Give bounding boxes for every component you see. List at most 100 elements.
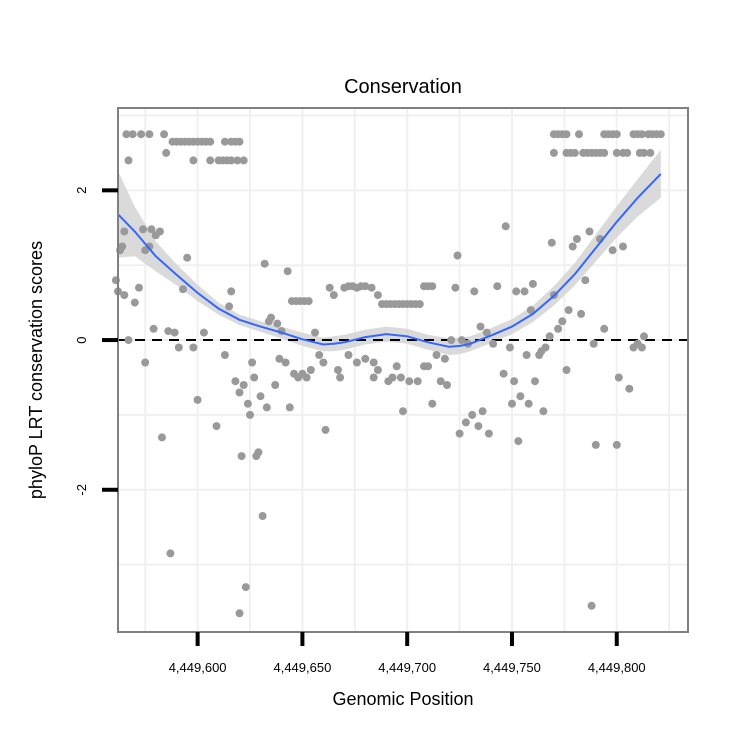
data-point — [267, 313, 275, 322]
data-point — [235, 388, 244, 397]
data-point — [564, 306, 573, 315]
data-point — [478, 407, 487, 416]
data-point — [640, 332, 648, 341]
data-point — [334, 366, 342, 374]
data-point — [510, 377, 519, 386]
data-point — [361, 282, 370, 291]
data-point — [262, 403, 271, 412]
data-point — [541, 343, 550, 352]
data-point — [273, 319, 282, 328]
data-point — [396, 373, 405, 382]
data-point — [254, 448, 263, 457]
data-point — [489, 339, 498, 348]
data-point — [315, 351, 324, 359]
data-point — [352, 358, 361, 367]
data-point — [572, 235, 581, 243]
data-point — [124, 336, 133, 345]
data-point — [531, 377, 539, 386]
data-point — [554, 324, 563, 333]
data-point — [329, 291, 338, 300]
data-point — [369, 358, 378, 367]
data-point — [470, 287, 479, 296]
data-point — [545, 332, 554, 341]
data-point — [493, 282, 502, 291]
data-point — [637, 343, 646, 352]
data-point — [614, 373, 623, 382]
data-point — [302, 373, 311, 382]
data-point — [568, 242, 577, 251]
data-point — [225, 302, 234, 311]
data-point — [575, 130, 583, 139]
x-axis-label: Genomic Position — [332, 689, 473, 709]
data-point — [141, 358, 150, 367]
data-point — [155, 227, 164, 236]
data-point — [612, 130, 621, 139]
data-point — [271, 381, 280, 389]
data-point — [424, 362, 433, 371]
data-point — [522, 351, 531, 359]
data-point — [227, 287, 236, 296]
data-point — [373, 366, 382, 374]
data-point — [608, 246, 617, 255]
data-point — [248, 358, 257, 367]
smooth-line-group — [117, 173, 662, 348]
data-point — [562, 366, 571, 374]
x-tick-label: 4,449,700 — [378, 660, 436, 675]
data-point — [612, 148, 621, 157]
data-point — [428, 399, 437, 408]
data-point — [199, 328, 208, 337]
data-point — [189, 343, 198, 352]
data-point — [524, 399, 533, 408]
data-point — [220, 137, 229, 146]
data-point — [137, 130, 146, 139]
plot-frame — [117, 107, 689, 633]
data-point — [227, 156, 236, 165]
data-point — [174, 343, 183, 352]
data-point — [505, 343, 514, 352]
data-point — [539, 407, 548, 416]
data-point — [455, 429, 464, 438]
data-point — [619, 242, 627, 251]
y-axis: 2 0 -2 — [74, 187, 118, 496]
data-point — [499, 369, 508, 378]
data-point — [235, 609, 244, 618]
data-point — [484, 429, 493, 438]
data-point — [558, 317, 567, 326]
data-point — [501, 222, 510, 231]
data-point — [600, 148, 609, 157]
data-point — [118, 242, 127, 251]
data-point — [581, 276, 590, 285]
data-point — [122, 130, 131, 139]
data-point — [570, 148, 579, 157]
data-point — [285, 403, 294, 412]
data-point — [166, 549, 175, 558]
data-point — [193, 395, 202, 404]
y-axis-label: phyloP LRT conservation scores — [26, 241, 46, 499]
data-point — [399, 407, 407, 416]
data-point — [508, 399, 516, 408]
data-point — [612, 440, 621, 449]
data-point — [589, 339, 598, 348]
data-point — [440, 354, 449, 363]
data-point — [562, 130, 571, 139]
data-point — [457, 336, 466, 345]
plot-panel — [118, 108, 688, 632]
data-point — [246, 410, 254, 419]
data-point — [453, 251, 462, 260]
data-point — [206, 156, 215, 165]
data-point — [373, 291, 382, 300]
data-point — [139, 225, 148, 234]
data-point — [388, 373, 397, 382]
data-point — [646, 148, 655, 157]
data-point — [405, 377, 414, 386]
data-point — [415, 300, 424, 309]
data-point — [585, 227, 594, 236]
data-point — [512, 287, 521, 296]
data-point — [413, 377, 422, 386]
data-point — [482, 328, 491, 337]
data-point — [275, 354, 284, 363]
data-point — [206, 137, 215, 146]
data-point — [145, 242, 154, 251]
data-point — [392, 362, 401, 371]
data-point — [164, 327, 173, 336]
